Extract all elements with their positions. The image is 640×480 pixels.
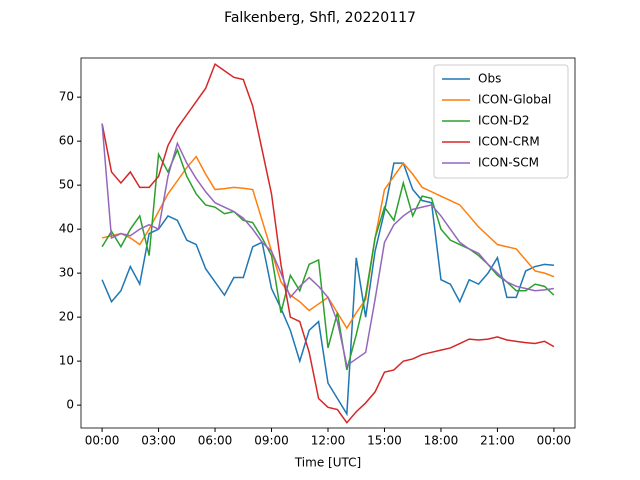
data-line: [101, 123, 555, 367]
x-tick-label: 12:00: [311, 434, 346, 448]
x-tick-label: 15:00: [367, 434, 402, 448]
x-tick-label: 03:00: [141, 434, 176, 448]
x-axis-label: Time [UTC]: [294, 456, 361, 470]
plot-frame: [80, 57, 576, 429]
x-tick-label: 18:00: [424, 434, 459, 448]
x-tick-label: 00:00: [85, 434, 120, 448]
y-tick-label: 30: [59, 266, 74, 280]
data-line: [101, 62, 555, 424]
legend-box: [433, 64, 569, 179]
y-tick-label: 10: [59, 354, 74, 368]
legend-label: Obs: [478, 72, 501, 86]
y-tick-label: 70: [59, 90, 74, 104]
y-tick-label: 50: [59, 178, 74, 192]
chart-title: Falkenberg, Shfl, 20220117: [224, 10, 416, 26]
x-tick-label: 21:00: [480, 434, 515, 448]
legend-label: ICON-D2: [478, 114, 530, 128]
y-tick-label: 0: [66, 398, 74, 412]
y-tick-label: 40: [59, 222, 74, 236]
x-tick-label: 09:00: [254, 434, 289, 448]
legend-label: ICON-SCM: [478, 156, 539, 170]
data-line: [101, 162, 554, 417]
x-tick-label: 00:00: [537, 434, 572, 448]
data-line: [101, 147, 555, 371]
legend-label: ICON-CRM: [478, 135, 540, 149]
x-tick-label: 06:00: [198, 434, 233, 448]
legend-label: ICON-Global: [478, 93, 551, 107]
y-tick-label: 20: [59, 310, 74, 324]
y-tick-label: 60: [59, 134, 74, 148]
